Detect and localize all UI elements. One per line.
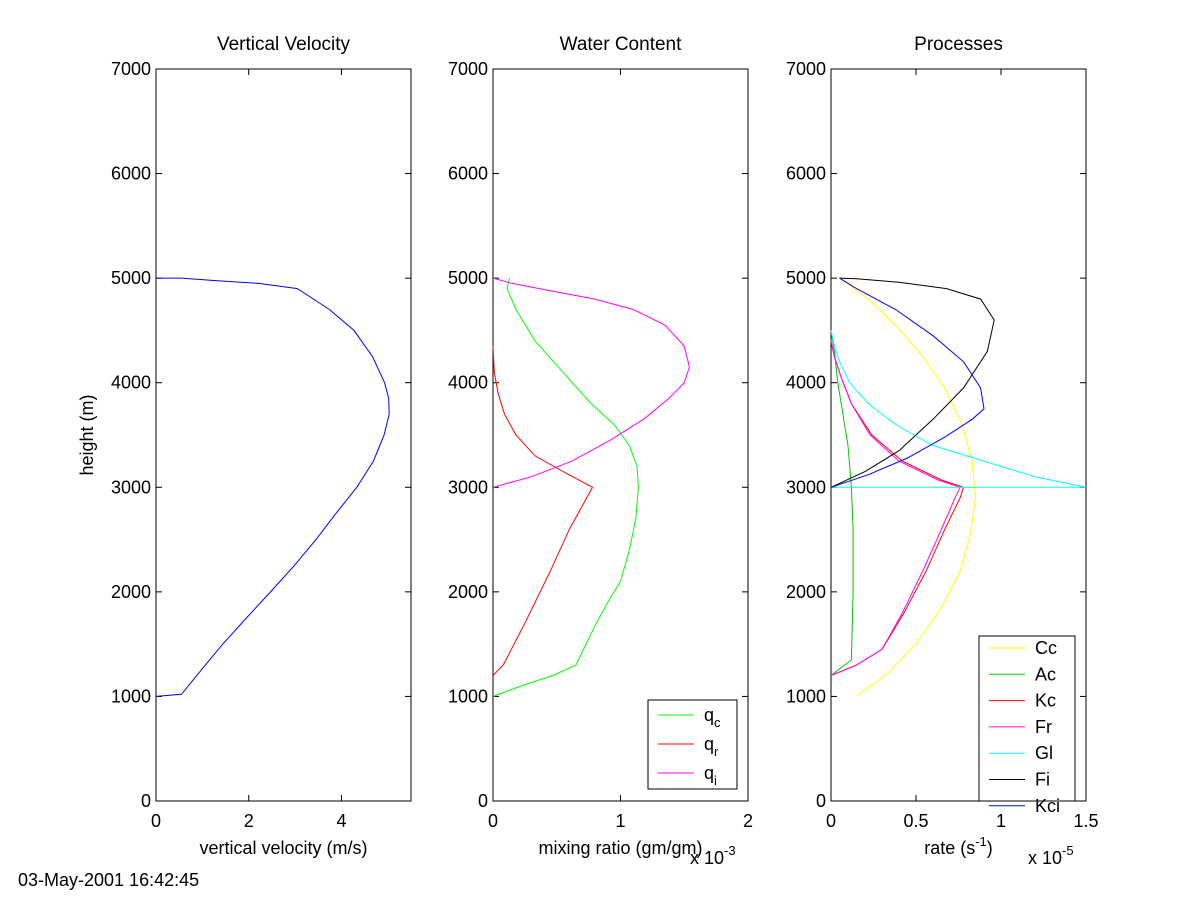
series-line-fi	[830, 277, 995, 488]
y-tick-label: 0	[816, 791, 826, 811]
legend-label: Fr	[1035, 717, 1052, 737]
y-tick-label: 5000	[786, 268, 826, 288]
y-tick-label: 6000	[786, 164, 826, 184]
y-tick-label: 6000	[111, 164, 151, 184]
legend-label: Ac	[1035, 664, 1056, 684]
axes-box	[492, 68, 749, 802]
y-tick-label: 2000	[448, 582, 488, 602]
x-scale-exponent: -3	[724, 843, 736, 858]
series-line-1	[155, 277, 390, 697]
axes-box	[830, 68, 1087, 802]
y-tick-label: 6000	[448, 164, 488, 184]
legend-label-subscript: i	[714, 773, 717, 788]
y-tick-label: 4000	[448, 373, 488, 393]
x-axis-label: rate (s-1)	[924, 834, 993, 858]
y-tick-label: 5000	[111, 268, 151, 288]
x-axis-label: mixing ratio (gm/gm)	[538, 838, 702, 858]
legend-label: qr	[704, 734, 719, 759]
y-tick-label: 1000	[448, 686, 488, 706]
legend-label: Cc	[1035, 638, 1057, 658]
x-tick-label: 2	[244, 811, 254, 831]
x-tick-label: 1.5	[1073, 811, 1098, 831]
x-axis-label: vertical velocity (m/s)	[199, 838, 367, 858]
x-tick-label: 0	[488, 811, 498, 831]
y-tick-label: 0	[141, 791, 151, 811]
legend-label: Fi	[1035, 770, 1050, 790]
subplot-2: 0 1000 2000 3000 4000 5000 6000 7000 0 1 2 Water Co…	[448, 34, 753, 868]
series-line-fr	[830, 340, 961, 676]
subplot-1: 0 1000 2000 3000 4000 5000 6000 7000 0 2 4 Vertical…	[77, 34, 412, 858]
legend-label: Kci	[1035, 796, 1060, 816]
y-tick-label: 3000	[448, 477, 488, 497]
y-tick-label: 4000	[786, 373, 826, 393]
y-tick-label: 2000	[786, 582, 826, 602]
series-line-cc	[839, 277, 977, 697]
legend-label: qi	[704, 763, 717, 788]
series-line-ac	[830, 330, 854, 676]
series-line-qc	[492, 277, 639, 697]
legend: Cc Ac Kc Fr Gl Fi Kci	[978, 635, 1076, 816]
x-tick-label: 1	[996, 811, 1006, 831]
chart-title: Processes	[914, 34, 1003, 55]
x-scale-factor: x 10-3	[690, 843, 736, 868]
x-tick-label: 0.5	[903, 811, 928, 831]
legend: qc qr qi	[647, 699, 738, 790]
legend-label: qc	[704, 705, 721, 730]
chart-title: Water Content	[560, 34, 683, 55]
y-tick-label: 3000	[786, 477, 826, 497]
y-tick-label: 1000	[111, 686, 151, 706]
x-tick-label: 2	[743, 811, 753, 831]
legend-box	[978, 635, 1076, 802]
legend-label: Gl	[1035, 743, 1053, 763]
x-scale-factor: x 10-5	[1028, 843, 1074, 868]
x-tick-label: 0	[826, 811, 836, 831]
y-tick-label: 2000	[111, 582, 151, 602]
x-scale-exponent: -5	[1062, 843, 1074, 858]
x-tick-label: 1	[615, 811, 625, 831]
series-line-qr	[492, 346, 594, 676]
y-tick-label: 4000	[111, 373, 151, 393]
series-line-qi	[492, 277, 690, 488]
y-axis-label: height (m)	[77, 394, 97, 475]
legend-label-subscript: c	[714, 715, 721, 730]
x-axis-label-exponent: -1	[975, 834, 987, 849]
y-tick-label: 7000	[448, 59, 488, 79]
series-line-kc	[830, 340, 965, 676]
y-tick-label: 7000	[111, 59, 151, 79]
y-tick-label: 3000	[111, 477, 151, 497]
y-tick-label: 7000	[786, 59, 826, 79]
x-tick-label: 4	[336, 811, 346, 831]
chart-title: Vertical Velocity	[217, 34, 351, 55]
legend-label-subscript: r	[714, 744, 719, 759]
axes-box	[155, 68, 412, 802]
legend-label: Kc	[1035, 691, 1056, 711]
timestamp: 03-May-2001 16:42:45	[18, 870, 200, 890]
subplot-3: 0 1000 2000 3000 4000 5000 6000 7000 0 0.5 1 1.5 Pro…	[786, 34, 1099, 868]
x-tick-label: 0	[151, 811, 161, 831]
y-tick-label: 0	[478, 791, 488, 811]
y-tick-label: 5000	[448, 268, 488, 288]
series-line-gl	[830, 330, 1087, 488]
series-line-kci	[830, 277, 985, 488]
y-tick-label: 1000	[786, 686, 826, 706]
